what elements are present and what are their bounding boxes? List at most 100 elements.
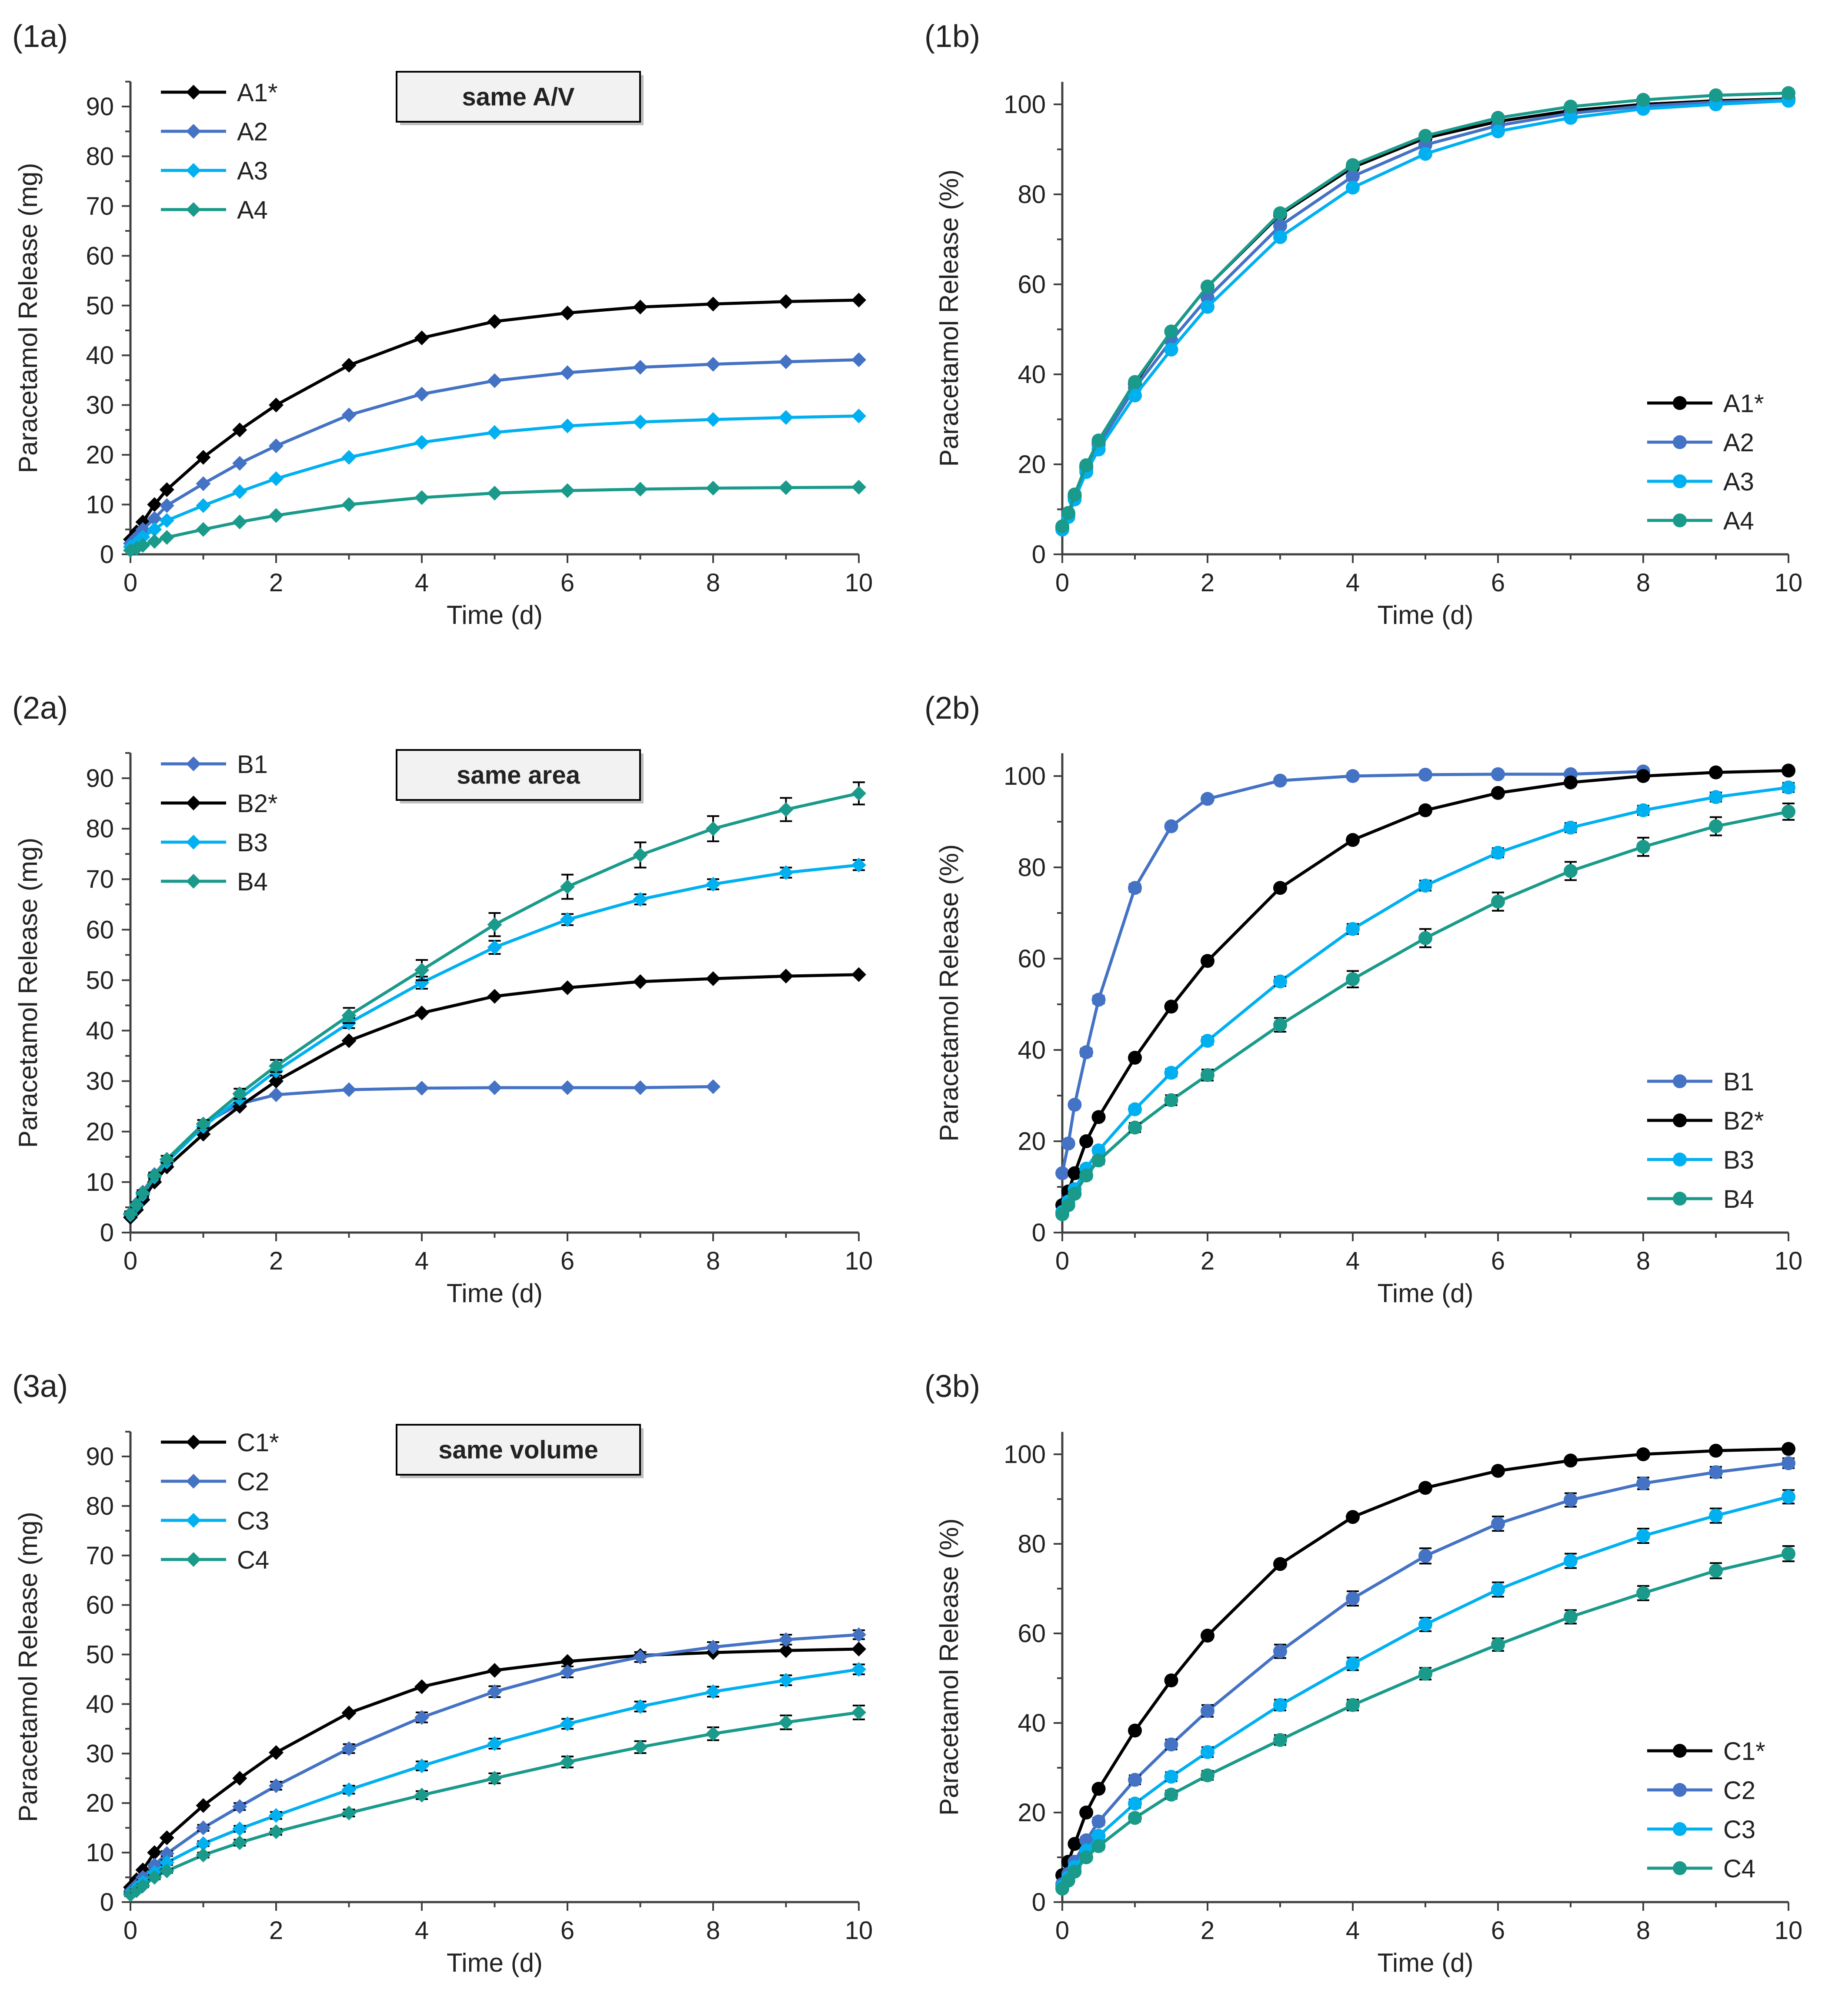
data-point	[1079, 1833, 1094, 1847]
y-tick-label: 40	[86, 1017, 114, 1045]
data-point	[706, 357, 721, 372]
x-tick-label: 8	[1636, 1247, 1650, 1275]
data-point	[1091, 1782, 1106, 1796]
legend-marker	[1673, 1074, 1687, 1088]
legend-marker	[1673, 1822, 1687, 1836]
data-point	[1055, 1166, 1069, 1180]
data-point	[1709, 1509, 1723, 1523]
data-point	[1079, 1134, 1094, 1148]
x-tick-label: 2	[1201, 1247, 1214, 1275]
data-point	[633, 1080, 648, 1095]
legend-marker	[1673, 474, 1687, 488]
annotation-box: same area	[396, 749, 644, 803]
data-point	[633, 1699, 648, 1714]
data-point	[487, 1684, 502, 1699]
data-point	[1709, 790, 1723, 804]
legend-label: B2*	[237, 790, 278, 818]
series-line	[1061, 97, 1789, 528]
data-point	[1273, 219, 1287, 233]
x-axis-label: Time (d)	[1377, 600, 1473, 630]
x-tick-label: 4	[415, 1916, 429, 1945]
data-point	[232, 1799, 247, 1814]
data-point	[1164, 1066, 1178, 1080]
data-point	[560, 418, 575, 433]
y-tick-label: 100	[1004, 90, 1046, 119]
legend-item: B1	[161, 750, 268, 779]
series-b2-star	[1055, 763, 1795, 1212]
data-point	[1709, 819, 1723, 833]
data-point	[851, 1642, 866, 1657]
data-point	[159, 530, 174, 545]
data-point	[1091, 993, 1106, 1007]
legend-label: B2*	[1723, 1107, 1764, 1135]
data-point	[778, 969, 794, 984]
data-point	[851, 857, 866, 873]
data-point	[1418, 879, 1432, 893]
data-point	[633, 892, 648, 907]
data-point	[1491, 1637, 1505, 1652]
legend-item: B2*	[161, 790, 278, 818]
y-tick-label: 80	[86, 142, 114, 170]
data-point	[159, 1863, 174, 1879]
data-point	[1201, 1068, 1214, 1082]
y-axis-label: Paracetamol Release (mg)	[13, 163, 43, 473]
data-point	[1128, 1120, 1142, 1135]
data-point	[1091, 1814, 1106, 1829]
annotation-frame	[396, 71, 641, 123]
data-point	[269, 1808, 284, 1823]
data-point	[1346, 972, 1360, 986]
data-point	[633, 360, 648, 375]
data-point	[1273, 206, 1287, 220]
x-tick-label: 10	[845, 1916, 873, 1945]
y-axis-label: Paracetamol Release (%)	[934, 844, 964, 1142]
legend-marker	[186, 163, 201, 178]
data-point	[1061, 1136, 1075, 1151]
panel-2a: (2a) 0 10 20 30 40 50 60 70 80 90 0 2 4 6 8 10 Time (d) Pa…	[0, 672, 912, 1350]
legend-label: A3	[237, 157, 268, 185]
data-point	[1164, 1769, 1178, 1784]
data-point	[159, 1855, 174, 1870]
data-point	[706, 876, 721, 892]
panel-1a: (1a) 0 10 20 30 40 50 60 70 80 90 0 2 4 6 8 10 Time (d) Pa…	[0, 0, 912, 672]
data-point	[232, 484, 247, 499]
series-b3	[1055, 780, 1795, 1219]
y-tick-label: 90	[86, 93, 114, 121]
legend-label: A2	[1723, 429, 1754, 457]
data-point	[269, 471, 284, 487]
data-point	[1055, 519, 1069, 533]
legend-marker	[1673, 1861, 1687, 1875]
data-point	[269, 1824, 284, 1839]
y-tick-label: 10	[86, 1839, 114, 1867]
x-axis-label: Time (d)	[1377, 1279, 1473, 1308]
y-tick-label: 80	[1018, 180, 1046, 209]
annotation-text: same A/V	[462, 83, 575, 111]
x-tick-label: 8	[1636, 569, 1650, 597]
data-point	[1128, 1102, 1142, 1116]
y-tick-label: 60	[1018, 270, 1046, 299]
y-tick-label: 60	[86, 916, 114, 944]
data-point	[1079, 1045, 1094, 1060]
panel-label: (2a)	[12, 691, 68, 726]
y-tick-label: 0	[1032, 1888, 1046, 1916]
data-point	[1418, 1549, 1432, 1563]
data-point	[1636, 1586, 1650, 1600]
y-tick-label: 10	[86, 1168, 114, 1196]
x-tick-label: 6	[1491, 1916, 1505, 1945]
panel-label: (2b)	[924, 691, 980, 726]
legend-label: B1	[237, 750, 268, 779]
data-point	[1564, 1554, 1578, 1568]
data-point	[1091, 1110, 1106, 1124]
data-point	[1636, 769, 1650, 783]
data-point	[1346, 922, 1360, 936]
y-tick-label: 20	[86, 1789, 114, 1817]
y-tick-label: 40	[1018, 1709, 1046, 1737]
x-tick-label: 4	[1346, 569, 1360, 597]
x-tick-label: 4	[415, 569, 429, 597]
y-tick-label: 90	[86, 764, 114, 793]
x-axis-label: Time (d)	[1377, 1948, 1473, 1977]
data-point	[487, 1080, 502, 1095]
data-point	[633, 847, 648, 863]
data-point	[1128, 1796, 1142, 1811]
data-point	[196, 1836, 211, 1851]
data-point	[1273, 1644, 1287, 1659]
